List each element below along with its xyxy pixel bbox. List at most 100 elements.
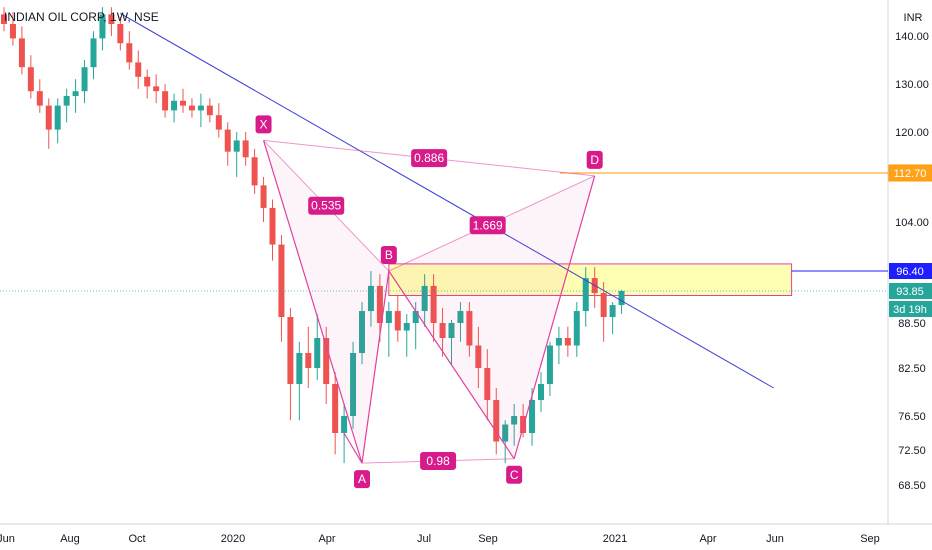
y-tick-label: 82.50: [898, 363, 926, 375]
candle-down: [18, 38, 25, 68]
candle-down: [323, 338, 330, 384]
countdown-label: 3d 19h: [893, 304, 927, 316]
candle-up: [403, 323, 410, 331]
ratio-label: 0.886: [414, 151, 444, 165]
x-tick-label: Sep: [478, 533, 498, 545]
zone-rect: [388, 263, 793, 296]
chart-title: INDIAN OIL CORP, 1W, NSE: [4, 10, 159, 24]
candle-up: [448, 323, 455, 338]
ratio-badge[interactable]: [411, 149, 448, 168]
price-axis[interactable]: 140.00 130.00 120.00 112.70 104.00 96.40 93.85…: [888, 31, 932, 492]
candle-down: [224, 129, 231, 152]
candle-down: [394, 311, 401, 331]
price-badge-fill: [889, 165, 932, 181]
pattern-leg-xa[interactable]: [262, 140, 363, 464]
currency-label: INR: [904, 12, 923, 24]
candle-up: [233, 140, 240, 152]
candle-down: [600, 293, 607, 318]
candle-down: [36, 91, 43, 106]
candle-up: [573, 311, 580, 346]
ratio-label: 0.535: [311, 199, 341, 213]
pattern-point-label: B: [385, 248, 393, 262]
candle-up: [538, 384, 544, 400]
supply-zone: [388, 263, 793, 296]
candle-up: [296, 353, 303, 384]
candle-up: [341, 416, 348, 433]
candle-down: [430, 285, 437, 323]
candle-up: [582, 278, 589, 312]
pattern-point-badge[interactable]: [380, 246, 397, 264]
candle-down: [117, 24, 124, 44]
candle-down: [206, 105, 213, 116]
candle-up: [609, 305, 616, 318]
pattern-point-badge[interactable]: [586, 150, 603, 169]
candle-down: [332, 384, 339, 433]
candle-down: [153, 86, 160, 92]
y-tick-label: 76.50: [898, 411, 926, 423]
pattern-point-badge[interactable]: [255, 115, 272, 134]
candle-down: [242, 140, 249, 158]
candle-down: [305, 353, 312, 368]
candle-up: [385, 311, 392, 323]
pattern-point-label: C: [510, 468, 519, 482]
candle-up: [359, 311, 365, 353]
ratio-badge[interactable]: [308, 196, 345, 215]
y-tick-label: 88.50: [898, 318, 926, 330]
candle-up: [99, 14, 106, 39]
candle-up: [72, 91, 79, 96]
candle-down: [126, 43, 133, 63]
candle-up: [502, 424, 509, 442]
horizontal-levels[interactable]: [0, 172, 888, 292]
ratio-label: 0.98: [426, 454, 450, 468]
candle-down: [135, 62, 142, 77]
pattern-point-label: X: [260, 117, 268, 131]
y-tick-label: 120.00: [895, 127, 929, 139]
ratio-label: 1.669: [473, 218, 503, 232]
candle-down: [269, 207, 276, 245]
candle-up: [350, 353, 357, 416]
pattern-point-badge[interactable]: [354, 470, 370, 489]
harmonic-pattern[interactable]: X A B C D 0.535 0.98 1.669 0.886: [255, 115, 603, 489]
ratio-badge[interactable]: [420, 451, 457, 470]
candle-down: [260, 185, 267, 208]
candle-down: [287, 317, 294, 384]
candle-up: [197, 105, 204, 111]
candle-down: [108, 14, 115, 24]
candle-up: [54, 105, 61, 130]
pattern-point-badge[interactable]: [506, 465, 523, 484]
candle-down: [45, 105, 52, 130]
candle-up: [81, 67, 88, 92]
candle-down: [376, 285, 383, 323]
descending-trendline[interactable]: [120, 13, 774, 389]
countdown-badge-bg: [889, 301, 932, 317]
y-tick-label: 130.00: [895, 79, 929, 91]
candle-down: [278, 244, 285, 318]
candle-down: [144, 76, 151, 87]
candle-down: [180, 100, 186, 106]
pattern-leg-ab[interactable]: [361, 270, 390, 464]
price-badge-bg: [889, 263, 932, 279]
candle-down: [484, 368, 491, 400]
y-tick-label: 104.00: [895, 217, 929, 229]
bcd-fill: [388, 175, 595, 459]
pattern-leg-bc[interactable]: [388, 270, 515, 460]
candle-down: [475, 345, 482, 368]
ratio-badge[interactable]: [469, 216, 506, 235]
x-tick-label: Jul: [417, 533, 431, 545]
y-tick-label: 68.50: [898, 480, 926, 492]
candle-up: [412, 311, 419, 323]
candle-up: [367, 285, 374, 312]
xab-fill: [263, 140, 389, 464]
candle-down: [251, 157, 258, 186]
candle-down: [188, 105, 195, 111]
price-badge-bg: [889, 283, 932, 299]
pattern-point-label: D: [590, 153, 599, 167]
candle-down: [439, 323, 446, 338]
time-axis[interactable]: Jun Aug Oct 2020 Apr Jul Sep 2021 Apr Jun Sep: [0, 533, 880, 545]
candle-down: [1, 14, 7, 24]
candle-up: [421, 285, 428, 312]
candle-up: [63, 96, 70, 106]
trendline[interactable]: [120, 13, 774, 389]
pattern-leg-cd[interactable]: [513, 175, 596, 459]
